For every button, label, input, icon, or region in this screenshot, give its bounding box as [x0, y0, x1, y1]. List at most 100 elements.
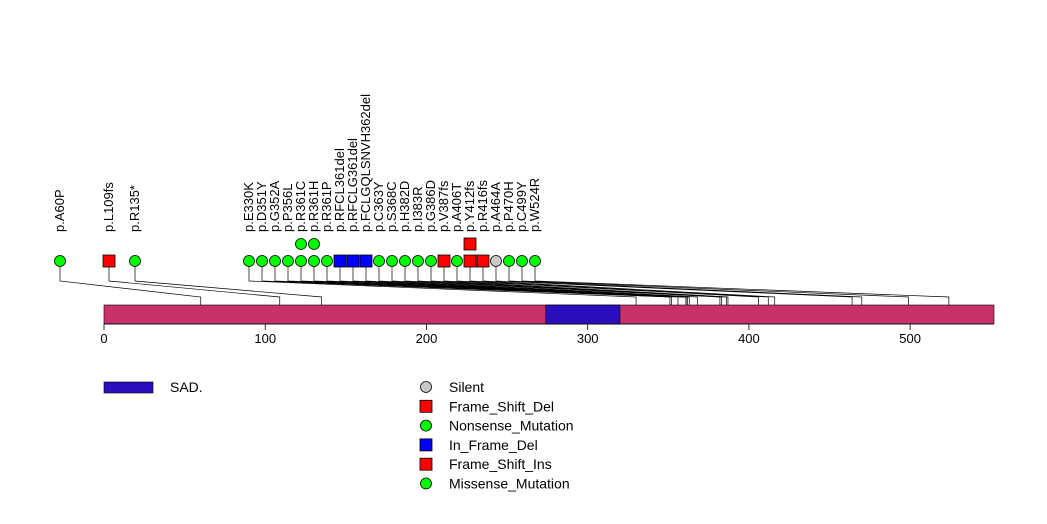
legend-type-label-5: Missense_Mutation	[449, 476, 570, 492]
mutation-label-5: p.G352A	[267, 180, 282, 232]
tick-label-4: 400	[738, 331, 760, 346]
stem-23	[508, 266, 863, 305]
stem-17	[430, 266, 727, 305]
lollipop-head-21-0	[476, 254, 490, 268]
mutation-label-10: p.RFCL361del	[332, 148, 347, 232]
mutation-label-19: p.A406T	[449, 183, 464, 232]
mutation-label-18: p.V387fs	[436, 180, 451, 232]
stem-3	[248, 266, 637, 305]
lollipop-head-19-0	[451, 255, 463, 267]
stem-5	[274, 266, 672, 305]
lollipop-head-0-0	[54, 255, 66, 267]
mutation-label-25: p.W524R	[527, 178, 542, 232]
mutation-label-15: p.H382D	[397, 181, 412, 232]
lollipop-head-23-0	[503, 255, 515, 267]
legend-type-label-4: Frame_Shift_Ins	[449, 456, 552, 472]
mutation-label-20: p.Y412fs	[462, 180, 477, 232]
lollipop-head-11-0	[346, 254, 360, 268]
lollipop-head-7-1	[295, 238, 307, 250]
legend-domain-label-0: SAD.	[170, 379, 203, 395]
legend-domain-swatch-0	[103, 381, 154, 394]
stem-19	[456, 266, 759, 305]
stem-2	[134, 266, 323, 305]
legend-marker-4	[419, 457, 433, 471]
mutation-label-21: p.R416fs	[475, 179, 490, 232]
stem-16	[417, 266, 722, 305]
mutation-label-1: p.L109fs	[101, 182, 116, 232]
lollipop-head-2-0	[129, 255, 141, 267]
stem-20	[469, 266, 769, 305]
lollipop-head-8-1	[308, 238, 320, 250]
tick-label-0: 0	[100, 331, 107, 346]
mutation-labels: p.A60P p.L109fs p.R135* p.E330Kp.D351Yp.G35…	[52, 94, 542, 232]
mutation-label-2: p.R135*	[127, 185, 142, 232]
lollipop-head-3-0	[243, 255, 255, 267]
stem-12	[365, 266, 689, 305]
tick-label-2: 200	[416, 331, 438, 346]
lollipop-head-18-0	[437, 254, 451, 268]
lollipop-head-16-0	[412, 255, 424, 267]
mutation-label-9: p.R361P	[319, 181, 334, 232]
lollipop-head-17-0	[425, 255, 437, 267]
lollipop-head-4-0	[256, 255, 268, 267]
legend-marker-0	[420, 381, 432, 393]
stem-18	[443, 266, 729, 305]
mutation-label-13: p.C363Y	[371, 181, 386, 232]
lollipop-head-20-1	[463, 237, 477, 251]
mutation-label-7: p.R361C	[293, 181, 308, 232]
mutation-label-12: p.FCLGQLSNVH362del	[358, 94, 373, 232]
stem-14	[391, 266, 698, 305]
legend-type-label-1: Frame_Shift_Del	[449, 398, 554, 414]
protein-track	[103, 304, 995, 325]
legend-marker-1	[419, 399, 433, 413]
legend-marker-2	[420, 419, 432, 432]
mutation-label-24: p.C499Y	[514, 181, 529, 232]
mutation-label-0: p.A60P	[52, 189, 67, 232]
legend-type-label-0: Silent	[449, 379, 484, 395]
mutation-label-16: p.I383R	[410, 186, 425, 232]
stem-15	[404, 266, 721, 305]
lollipop-head-5-0	[269, 255, 281, 267]
mutation-label-6: p.P356L	[280, 184, 295, 232]
stem-1	[108, 266, 281, 305]
x-axis: 0 100 200 300 400 500	[100, 323, 994, 346]
legend-marker-3	[419, 438, 433, 452]
domain-0	[545, 304, 621, 325]
mutation-label-17: p.G386D	[423, 180, 438, 232]
legend-type-label-3: In_Frame_Del	[449, 437, 538, 453]
stem-13	[378, 266, 690, 305]
mutation-label-14: p.S368C	[384, 181, 399, 232]
legend-marker-5	[420, 477, 432, 490]
lollipop-head-20-0	[463, 254, 477, 268]
lollipop-head-22-0	[490, 255, 502, 267]
lollipop-head-15-0	[399, 255, 411, 267]
stem-11	[352, 266, 687, 305]
leader-lines	[59, 266, 950, 305]
lollipop-head-1-0	[102, 254, 116, 268]
lollipop-head-25-0	[529, 255, 541, 267]
mutation-label-4: p.D351Y	[254, 181, 269, 232]
lollipops	[54, 237, 541, 268]
mutation-label-8: p.R361H	[306, 181, 321, 232]
stem-25	[534, 266, 950, 305]
tick-label-3: 300	[577, 331, 599, 346]
lollipop-head-9-0	[321, 255, 333, 267]
stem-21	[482, 266, 776, 305]
mutation-label-22: p.A464A	[488, 182, 503, 232]
stem-22	[495, 266, 853, 305]
lollipop-head-10-0	[333, 254, 347, 268]
lollipop-head-8-0	[308, 255, 320, 267]
lollipop-head-6-0	[282, 255, 294, 267]
mutation-label-23: p.P470H	[501, 181, 516, 232]
tick-label-5: 500	[899, 331, 921, 346]
lollipop-head-13-0	[373, 255, 385, 267]
lollipop-head-24-0	[516, 255, 528, 267]
mutation-label-11: p.RFCLG361del	[345, 138, 360, 232]
mutation-label-3: p.E330K	[241, 182, 256, 232]
lollipop-head-14-0	[386, 255, 398, 267]
stem-6	[287, 266, 679, 305]
lollipop-head-12-0	[359, 254, 373, 268]
stem-0	[59, 266, 202, 305]
tick-label-1: 100	[254, 331, 276, 346]
